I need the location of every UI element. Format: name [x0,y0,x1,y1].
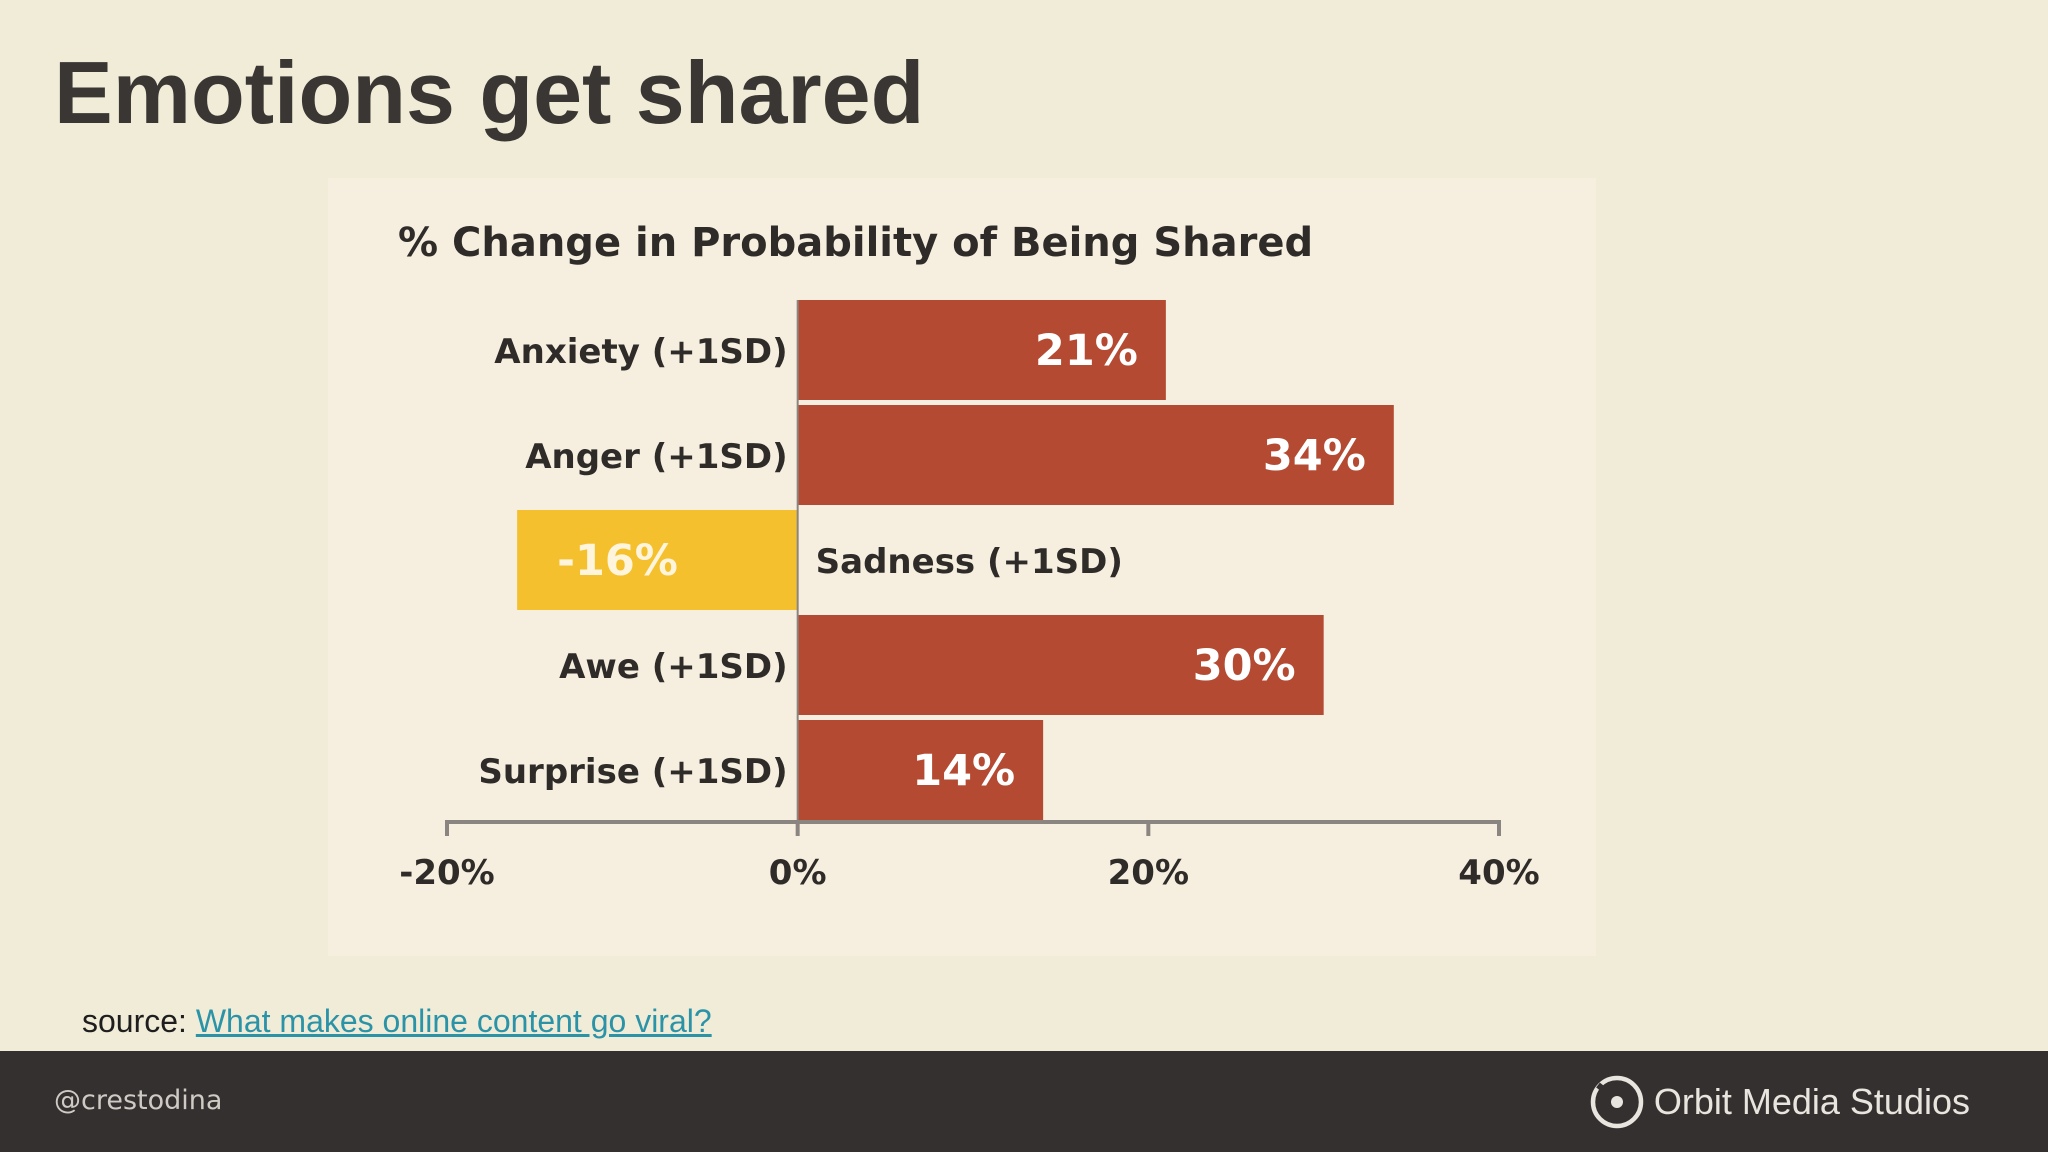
x-tick-label-3: 40% [1458,853,1539,893]
bar-value-label-3: 30% [1193,641,1296,691]
category-label-2: Sadness (+1SD) [816,542,1123,582]
category-label-4: Surprise (+1SD) [478,752,787,792]
brand-name: Orbit Media Studios [1653,1081,1970,1122]
source-prefix: source: [82,1003,196,1039]
bar-value-label-1: 34% [1263,431,1366,481]
bar-value-label-2: -16% [557,536,678,586]
footer-handle: @crestodina [54,1085,223,1116]
bar-3 [797,615,1324,715]
x-tick-label-1: 0% [769,853,827,893]
chart-svg: % Change in Probability of Being Shared 2… [398,220,1540,893]
x-tick-label-0: -20% [399,853,495,893]
slide-title: Emotions get shared [54,43,925,142]
chart-panel: % Change in Probability of Being Shared 2… [328,178,1596,956]
brand-logo: Orbit Media Studios [1588,1073,1970,1131]
footer-bar: @crestodina Orbit Media Studios [0,1051,2048,1152]
bar-0 [797,300,1166,400]
bar-1 [797,405,1394,505]
bar-4 [797,720,1044,820]
category-label-1: Anger (+1SD) [525,437,787,477]
chart-title: % Change in Probability of Being Shared [398,220,1313,266]
category-label-0: Anxiety (+1SD) [494,332,787,372]
category-label-3: Awe (+1SD) [559,647,788,687]
x-tick-label-2: 20% [1108,853,1189,893]
bar-value-label-0: 21% [1035,326,1138,376]
bar-2 [517,510,798,610]
orbit-logo-icon [1590,1075,1644,1129]
source-line: source: What makes online content go vir… [82,1003,712,1040]
bar-value-label-4: 14% [912,746,1015,796]
source-link[interactable]: What makes online content go viral? [195,1003,712,1039]
